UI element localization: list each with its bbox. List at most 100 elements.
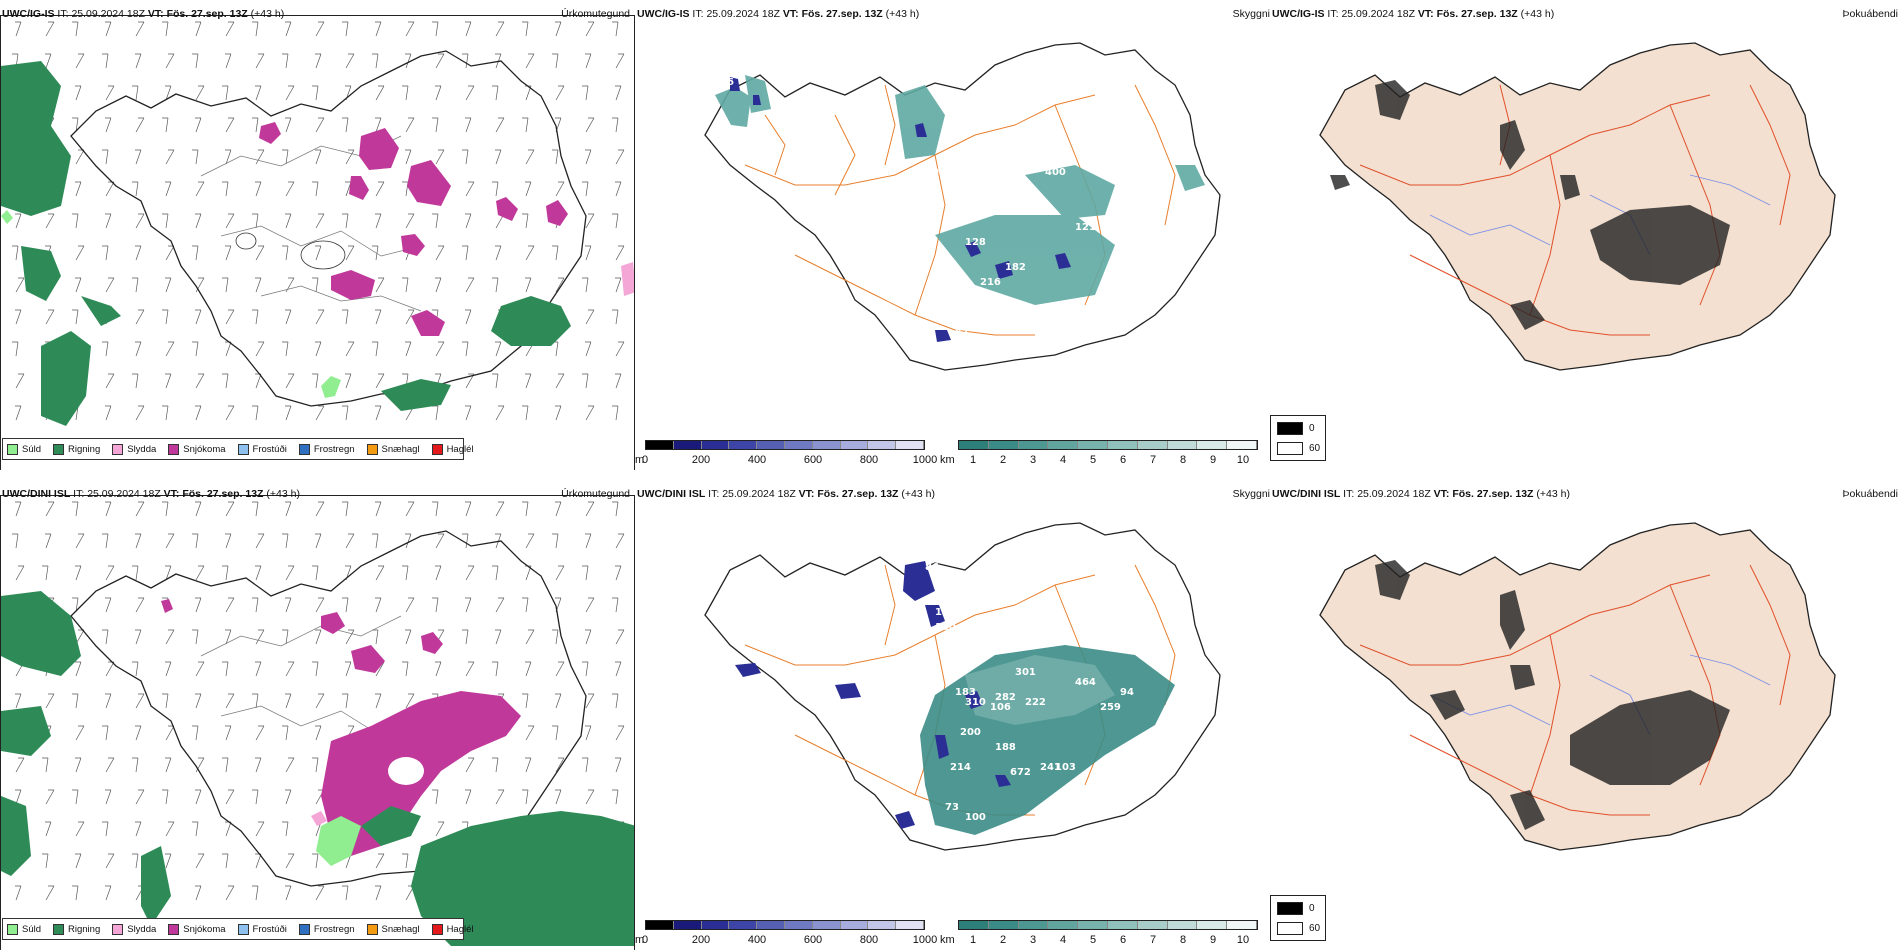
panel-title: UWC/IG-IS IT: 25.09.2024 18Z VT: Fös. 27…: [637, 8, 920, 20]
legend-label: Frostúði: [252, 443, 287, 455]
wind-barb: [525, 245, 535, 261]
colorbar-segment: [1167, 441, 1198, 449]
wind-barb: [285, 213, 292, 229]
wind-barb: [255, 373, 262, 389]
wind-barb: [132, 85, 139, 101]
wind-barb: [552, 533, 559, 549]
legend-swatch: [237, 443, 249, 455]
wind-barb: [315, 245, 322, 261]
visibility-value-label: 100: [965, 812, 986, 823]
wind-barb: [165, 181, 172, 197]
wind-barb: [105, 117, 112, 133]
wind-barb: [465, 277, 475, 293]
wind-barb: [285, 885, 292, 901]
wind-barb: [72, 309, 79, 325]
legend-item: Haglél: [431, 923, 474, 935]
wind-barb: [492, 85, 499, 101]
wind-barb: [165, 53, 175, 69]
wind-barb: [612, 309, 619, 325]
wind-barb: [195, 85, 205, 101]
wind-barb: [525, 277, 532, 293]
wind-barb: [135, 405, 145, 421]
colorbar-segment: [812, 921, 841, 929]
colorbar-segment: [840, 441, 869, 449]
visibility-value-label: 400: [1045, 167, 1066, 178]
iceland-outline: [70, 530, 587, 887]
wind-barb: [435, 821, 445, 837]
wind-barb: [435, 53, 445, 69]
wind-barb: [195, 181, 205, 197]
legend-swatch: [366, 443, 378, 455]
wind-barb: [132, 853, 139, 869]
wind-barb: [585, 789, 595, 805]
wind-barb: [402, 565, 409, 581]
wind-barb: [105, 373, 115, 389]
colorbar-segment: [1018, 921, 1049, 929]
wind-barb: [75, 853, 82, 869]
wind-barb: [15, 277, 25, 293]
wind-barb: [225, 821, 232, 837]
wind-barb: [165, 853, 172, 869]
wind-barb: [375, 693, 382, 709]
wind-barb: [615, 373, 622, 389]
wind-barb: [222, 565, 229, 581]
wind-barb: [222, 757, 229, 773]
colorbar-tick-label: 2: [999, 454, 1007, 466]
wind-barb: [465, 757, 475, 773]
wind-barb: [582, 661, 589, 677]
wind-barb: [522, 21, 529, 37]
wind-barb: [102, 341, 109, 357]
wind-barb: [222, 373, 229, 389]
wind-barb: [15, 309, 22, 325]
visibility-value-label: 464: [1075, 677, 1096, 688]
wind-barb: [102, 725, 109, 741]
wind-barb: [135, 725, 142, 741]
colorbar-tick-label: 800: [859, 934, 879, 946]
colorbar-segment: [784, 441, 813, 449]
wind-barb: [405, 21, 415, 37]
wind-barb: [465, 309, 472, 325]
wind-barb: [342, 501, 349, 517]
colorbar-segment: [1197, 921, 1228, 929]
precip-type-legend: Súld Rigning Slydda Snjókoma Frostúði Frostre…: [2, 438, 474, 460]
wind-barb: [45, 693, 55, 709]
wind-barb: [315, 533, 322, 549]
wind-barb: [615, 757, 622, 773]
wind-barb: [225, 341, 232, 357]
visibility-value-label: 94: [1120, 687, 1134, 698]
wind-barb: [345, 629, 355, 645]
wind-barb: [615, 149, 625, 165]
colorbar-tick-label: 5: [1089, 934, 1097, 946]
wind-barb: [102, 533, 109, 549]
wind-barb: [225, 309, 235, 325]
legend-label: Haglél: [446, 923, 474, 935]
colorbar-tick-label: 1000: [912, 454, 938, 466]
wind-barb: [195, 597, 202, 613]
wind-barb: [195, 661, 205, 677]
wind-barb: [165, 245, 175, 261]
wind-barb: [582, 757, 589, 773]
wind-barb: [42, 565, 49, 581]
wind-barb: [375, 501, 382, 517]
wind-barb: [192, 53, 199, 69]
wind-barb: [405, 309, 415, 325]
wind-barb: [315, 53, 322, 69]
precip-type-panel-bottom: UWC/DINI ISL IT: 25.09.2024 18Z VT: Fös.…: [0, 480, 635, 950]
wind-barb: [132, 757, 139, 773]
wind-barb: [192, 149, 199, 165]
wind-barb: [405, 53, 412, 69]
panel-type-label: Þokuábendi: [1842, 488, 1898, 500]
wind-barb: [555, 373, 565, 389]
wind-barb: [435, 565, 442, 581]
wind-barb: [222, 853, 229, 869]
colorbar-segment: [1107, 921, 1138, 929]
wind-barb: [522, 501, 529, 517]
wind-barb: [525, 53, 535, 69]
colorbar-segment: [1048, 441, 1079, 449]
wind-barb: [195, 21, 202, 37]
wind-barb: [195, 789, 202, 805]
wind-barb: [105, 181, 115, 197]
colorbar-segment: [673, 441, 702, 449]
wind-barb: [315, 117, 325, 133]
wind-barb: [342, 885, 349, 901]
